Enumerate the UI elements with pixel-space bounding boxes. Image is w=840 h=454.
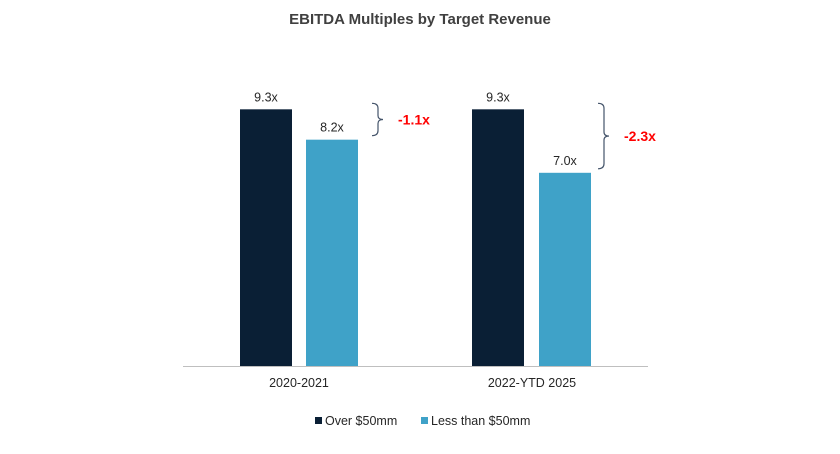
legend-swatch-less-than-50mm [421,417,428,424]
category-label: 2020-2021 [269,376,329,390]
bracket [597,102,610,170]
bar [306,139,358,366]
data-label: 9.3x [486,90,510,104]
legend: Over $50mm Less than $50mm [315,414,530,428]
difference-label: -2.3x [624,128,656,144]
legend-label: Over $50mm [325,414,397,428]
legend-swatch-over-50mm [315,417,322,424]
data-label: 8.2x [320,121,344,135]
bracket [371,102,384,137]
bar [472,109,524,366]
data-label: 9.3x [254,90,278,104]
category-label: 2022-YTD 2025 [488,376,576,390]
bar [539,172,591,366]
bar [240,109,292,366]
data-label: 7.0x [553,154,577,168]
chart-title: EBITDA Multiples by Target Revenue [289,11,551,28]
difference-label: -1.1x [398,112,430,128]
legend-label: Less than $50mm [431,414,530,428]
